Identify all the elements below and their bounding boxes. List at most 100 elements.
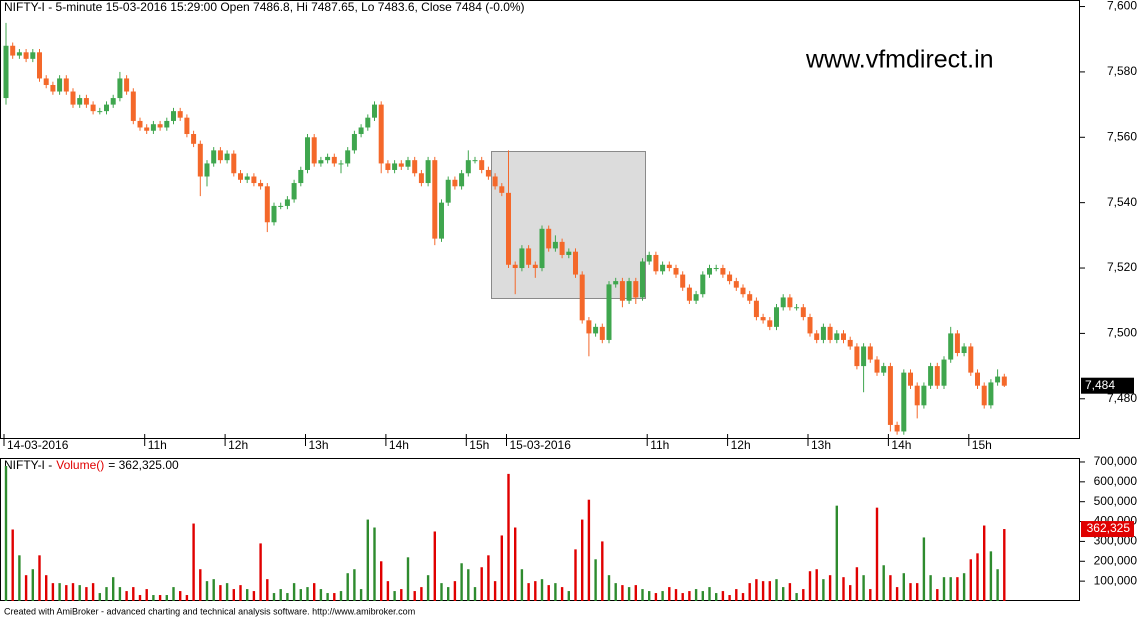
- x-tick-label: 12h: [228, 438, 248, 452]
- candle-body: [479, 160, 485, 170]
- candle-body: [311, 137, 317, 164]
- volume-bar: [547, 585, 550, 601]
- volume-bar: [835, 505, 838, 601]
- volume-title-name: Volume(): [56, 458, 104, 472]
- volume-bar: [252, 591, 256, 601]
- volume-bar: [708, 587, 711, 601]
- candle-body: [338, 163, 344, 165]
- volume-y-tick-label: 500,000: [1094, 494, 1138, 508]
- x-tick-label: 13h: [811, 438, 831, 452]
- candle-body: [238, 173, 243, 180]
- volume-bar: [782, 587, 785, 601]
- candle-body: [378, 104, 384, 164]
- candle-body: [740, 287, 746, 295]
- y-tick-label: 7,540: [1107, 195, 1137, 209]
- candle-body: [77, 98, 83, 105]
- candle-body: [472, 160, 478, 162]
- candle-body: [573, 251, 578, 275]
- candle-body: [780, 297, 786, 308]
- volume-bar: [842, 577, 845, 601]
- volume-bar: [4, 465, 8, 601]
- candle-body: [439, 202, 444, 239]
- volume-bar: [105, 587, 108, 601]
- volume-bar: [112, 577, 115, 601]
- candle-body: [217, 150, 223, 161]
- candle-body: [425, 160, 431, 184]
- volume-bar: [607, 575, 611, 601]
- candle-body: [83, 98, 89, 105]
- candle-body: [124, 78, 130, 92]
- candle-body: [760, 317, 766, 321]
- candle-body: [331, 156, 337, 164]
- candle-body: [90, 104, 96, 112]
- candle-body: [539, 228, 545, 269]
- volume-y-tick-label: 700,000: [1094, 454, 1138, 468]
- candle-body: [887, 366, 893, 425]
- y-tick-label: 7,520: [1107, 260, 1137, 274]
- candle-body: [3, 45, 9, 99]
- volume-bar: [467, 569, 470, 601]
- candle-body: [666, 264, 672, 269]
- last-volume-box: [1081, 521, 1134, 538]
- candle-body: [968, 346, 974, 373]
- last-price-label: 7,484: [1085, 378, 1115, 392]
- candle-body: [499, 186, 505, 193]
- candle-body: [526, 248, 532, 265]
- candle-body: [177, 111, 183, 118]
- volume-bar: [158, 595, 162, 601]
- volume-bar: [259, 543, 262, 601]
- candle-body: [459, 173, 465, 187]
- last-volume-label: 362,325: [1087, 521, 1131, 535]
- candle-body: [345, 150, 351, 164]
- candle-body: [204, 163, 210, 177]
- volume-bar: [359, 589, 363, 601]
- volume-bar: [71, 583, 75, 601]
- x-tick-label: 13h: [309, 438, 329, 452]
- candle-body: [941, 359, 947, 386]
- candle-body: [418, 173, 424, 184]
- volume-bar: [413, 591, 416, 601]
- volume-bar: [601, 541, 604, 601]
- volume-bar: [292, 583, 296, 601]
- volume-bar: [581, 519, 584, 601]
- candle-body: [398, 163, 404, 167]
- candle-body: [164, 120, 170, 128]
- volume-bar: [212, 579, 215, 601]
- volume-bar: [822, 579, 825, 601]
- volume-bar: [353, 569, 356, 601]
- candle-body: [365, 117, 371, 128]
- volume-y-tick-label: 100,000: [1094, 573, 1138, 587]
- candle-body: [271, 205, 277, 223]
- volume-bar: [929, 575, 932, 601]
- candle-body: [224, 153, 230, 161]
- volume-bar: [949, 577, 952, 601]
- candle-body: [117, 78, 123, 99]
- volume-bar: [849, 585, 852, 601]
- volume-bar: [721, 591, 725, 601]
- volume-bar: [500, 535, 503, 601]
- candle-body: [137, 120, 143, 128]
- candle-body: [733, 281, 739, 288]
- volume-bar: [661, 591, 664, 601]
- x-tick-label: 12h: [731, 438, 751, 452]
- candle-body: [633, 281, 639, 298]
- candle-body: [432, 160, 438, 239]
- candle-body: [63, 78, 69, 92]
- footer: Created with AmiBroker - advanced charti…: [4, 606, 415, 616]
- candle-body: [975, 372, 980, 386]
- volume-bar: [882, 565, 885, 601]
- volume-bar: [400, 589, 403, 601]
- candle-body: [385, 163, 391, 170]
- volume-bar: [554, 583, 557, 601]
- candle-body: [97, 111, 103, 113]
- candle-body: [30, 52, 36, 59]
- volume-bar: [447, 587, 450, 601]
- candle-body: [258, 183, 264, 187]
- volume-bar: [433, 531, 436, 601]
- candle-body: [264, 186, 270, 223]
- volume-bar: [969, 559, 972, 601]
- candle-body: [934, 366, 940, 386]
- volume-bar: [78, 585, 81, 601]
- candle-body: [37, 52, 42, 79]
- candle-body: [854, 346, 860, 367]
